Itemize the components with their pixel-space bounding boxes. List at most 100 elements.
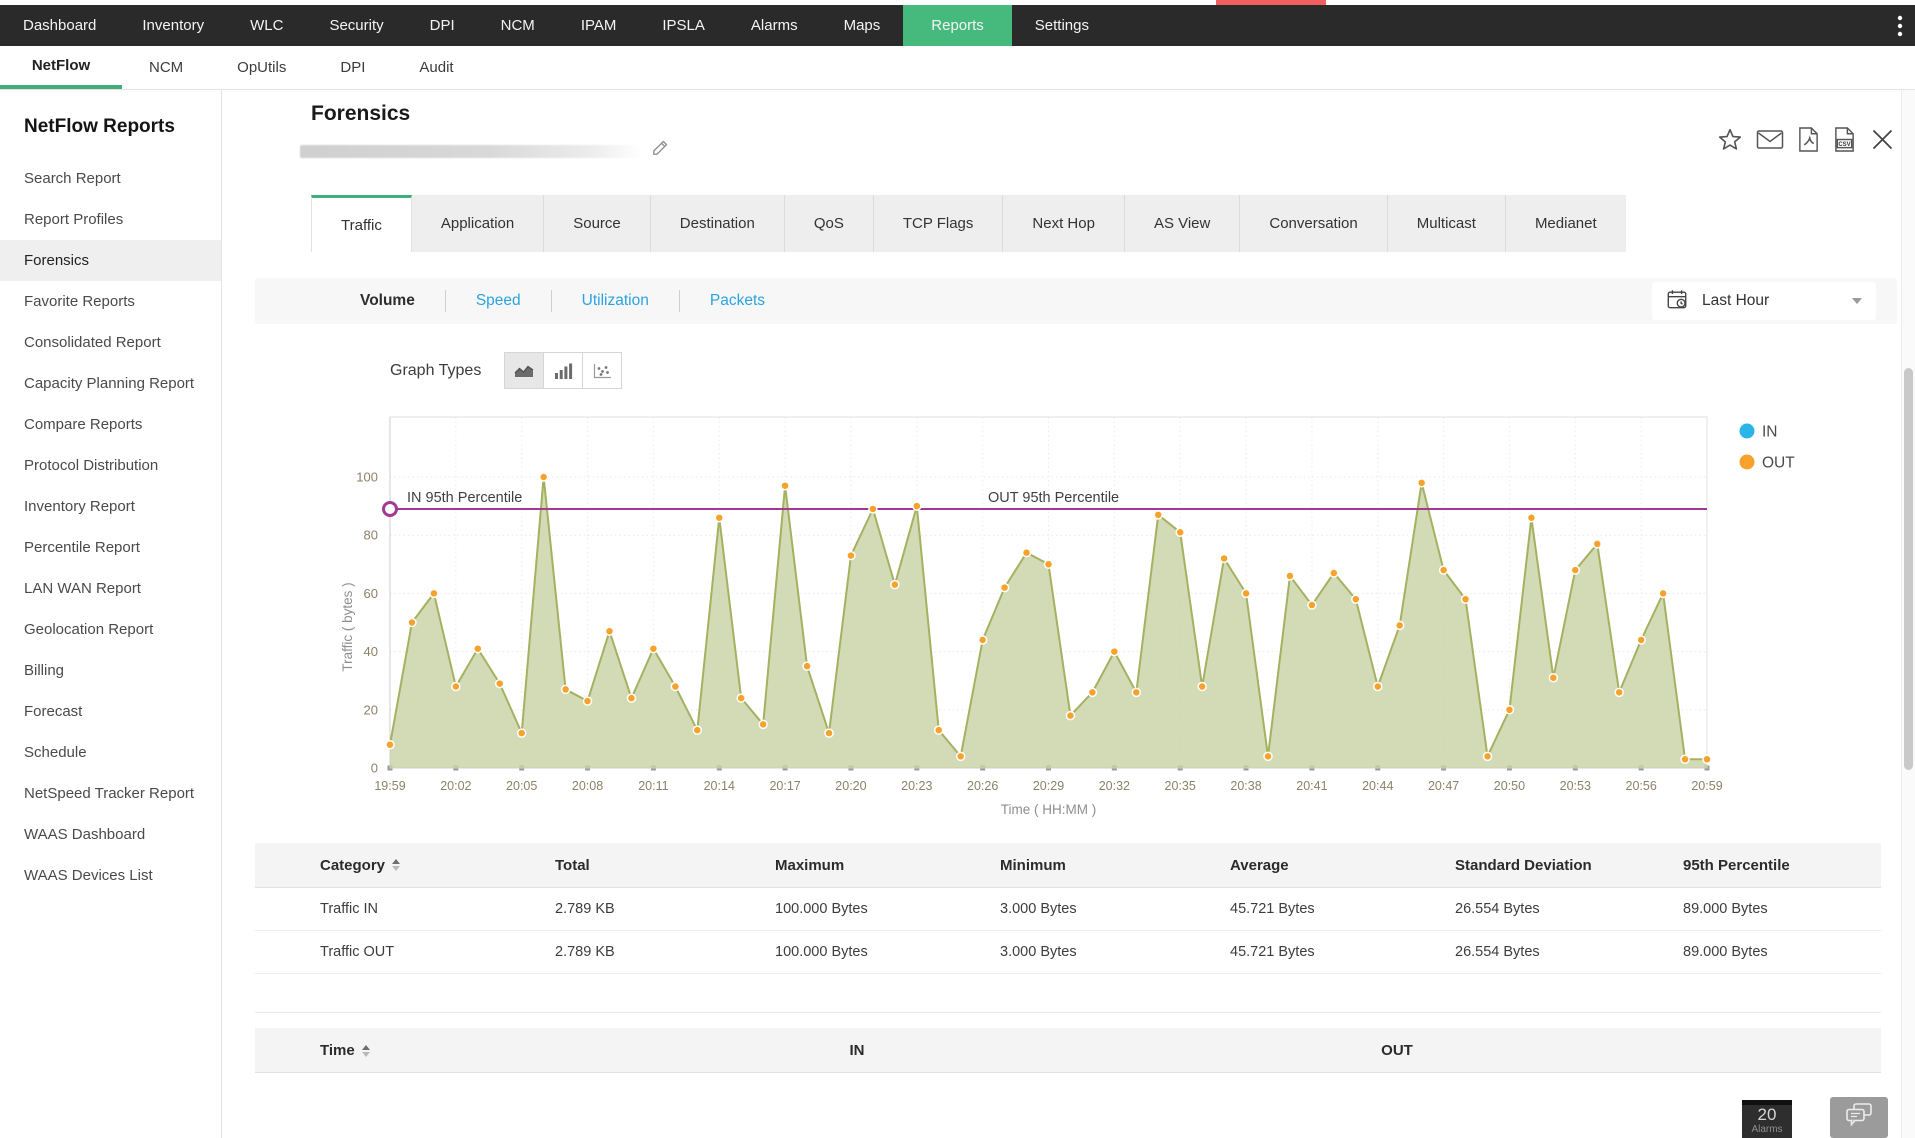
data-point[interactable]: [1438, 565, 1449, 575]
subnav-item-oputils[interactable]: OpUtils: [237, 59, 287, 76]
tab-next-hop[interactable]: Next Hop: [1003, 195, 1125, 252]
col-header-average[interactable]: Average: [1230, 856, 1289, 874]
data-point[interactable]: [473, 643, 483, 654]
sidebar-item-lan-wan-report[interactable]: LAN WAN Report: [24, 580, 141, 597]
bar-chart-icon[interactable]: [543, 352, 584, 389]
data-point[interactable]: [1175, 527, 1185, 538]
area-chart-icon[interactable]: [504, 352, 545, 389]
out-column-header[interactable]: OUT: [1381, 1042, 1413, 1059]
data-point[interactable]: [604, 626, 615, 636]
data-point[interactable]: [1658, 588, 1668, 599]
col-header-minimum[interactable]: Minimum: [1000, 856, 1066, 874]
data-point[interactable]: [516, 728, 527, 738]
data-point[interactable]: [385, 739, 395, 750]
data-point[interactable]: [1307, 600, 1317, 610]
tab-as-view[interactable]: AS View: [1124, 195, 1241, 252]
in-column-header[interactable]: IN: [849, 1042, 865, 1059]
sidebar-item-inventory-report[interactable]: Inventory Report: [24, 498, 135, 515]
tab-conversation[interactable]: Conversation: [1240, 195, 1388, 252]
tab-source[interactable]: Source: [544, 195, 651, 252]
data-point[interactable]: [1394, 620, 1405, 631]
data-point[interactable]: [758, 719, 768, 730]
data-point[interactable]: [1043, 559, 1054, 570]
data-point[interactable]: [999, 582, 1010, 593]
legend-label-in[interactable]: IN: [1762, 424, 1778, 441]
sidebar-item-waas-dashboard[interactable]: WAAS Dashboard: [24, 826, 146, 843]
data-point[interactable]: [1263, 751, 1273, 762]
col-header-total[interactable]: Total: [555, 856, 590, 874]
data-point[interactable]: [1636, 635, 1646, 645]
export-pdf-icon[interactable]: [1797, 126, 1820, 153]
sidebar-item-protocol-distribution[interactable]: Protocol Distribution: [24, 457, 159, 474]
data-point[interactable]: [714, 512, 724, 523]
tab-medianet[interactable]: Medianet: [1505, 195, 1626, 252]
sidebar-item-schedule[interactable]: Schedule: [24, 744, 87, 761]
data-point[interactable]: [934, 725, 944, 735]
data-point[interactable]: [1592, 539, 1602, 549]
sidebar-item-compare-reports[interactable]: Compare Reports: [24, 416, 143, 433]
data-point[interactable]: [1570, 565, 1581, 575]
time-range-dropdown[interactable]: Last Hour: [1652, 282, 1876, 320]
data-point[interactable]: [1065, 710, 1076, 721]
data-point[interactable]: [626, 693, 637, 703]
data-point[interactable]: [538, 472, 549, 482]
data-point[interactable]: [1482, 751, 1493, 762]
data-point[interactable]: [955, 751, 966, 762]
data-point[interactable]: [451, 681, 461, 692]
data-point[interactable]: [977, 635, 988, 645]
data-point[interactable]: [736, 693, 746, 703]
col-header-standard-deviation[interactable]: Standard Deviation: [1455, 856, 1592, 874]
alarms-badge[interactable]: 20 Alarms: [1742, 1100, 1792, 1138]
sidebar-item-waas-devices-list[interactable]: WAAS Devices List: [24, 867, 153, 884]
data-point[interactable]: [1087, 687, 1098, 698]
data-point[interactable]: [868, 504, 878, 514]
data-point[interactable]: [1526, 512, 1537, 523]
scatter-chart-icon[interactable]: [582, 352, 623, 389]
tab-application[interactable]: Application: [411, 195, 545, 252]
sidebar-item-search-report[interactable]: Search Report: [24, 170, 121, 187]
data-point[interactable]: [1197, 681, 1207, 692]
tab-qos[interactable]: QoS: [784, 195, 874, 252]
data-point[interactable]: [1153, 510, 1163, 520]
nav-item-reports[interactable]: Reports: [903, 5, 1012, 46]
subtab-volume[interactable]: Volume: [360, 292, 415, 309]
subtab-speed[interactable]: Speed: [475, 292, 521, 309]
nav-item-dashboard[interactable]: Dashboard: [23, 17, 97, 34]
close-icon[interactable]: [1869, 126, 1896, 153]
data-point[interactable]: [648, 643, 659, 654]
nav-item-alarms[interactable]: Alarms: [750, 17, 798, 34]
data-point[interactable]: [1416, 478, 1427, 488]
subtab-utilization[interactable]: Utilization: [581, 292, 649, 309]
email-icon[interactable]: [1756, 128, 1784, 151]
tab-destination[interactable]: Destination: [650, 195, 785, 252]
tab-tcp-flags[interactable]: TCP Flags: [873, 195, 1004, 252]
export-csv-icon[interactable]: CSV: [1833, 126, 1856, 153]
time-column-header[interactable]: Time: [320, 1028, 370, 1073]
chat-button[interactable]: [1830, 1097, 1888, 1138]
data-point[interactable]: [846, 550, 856, 561]
nav-item-wlc[interactable]: WLC: [250, 17, 284, 34]
table-row-traffic-in[interactable]: Traffic IN 2.789 KB 100.000 Bytes 3.000 Byt…: [255, 888, 1881, 931]
data-point[interactable]: [1021, 547, 1032, 558]
data-point[interactable]: [824, 728, 834, 738]
data-point[interactable]: [1351, 594, 1361, 604]
nav-item-dpi[interactable]: DPI: [429, 17, 455, 34]
favorite-star-icon[interactable]: [1717, 127, 1743, 153]
table-row-traffic-out[interactable]: Traffic OUT 2.789 KB 100.000 Bytes 3.000 By…: [255, 931, 1881, 974]
sidebar-item-consolidated-report[interactable]: Consolidated Report: [24, 334, 161, 351]
nav-item-inventory[interactable]: Inventory: [142, 17, 205, 34]
sidebar-item-geolocation-report[interactable]: Geolocation Report: [24, 621, 154, 638]
tab-multicast[interactable]: Multicast: [1387, 195, 1506, 252]
data-point[interactable]: [1548, 673, 1559, 683]
data-point[interactable]: [560, 684, 571, 695]
sidebar-item-capacity-planning-report[interactable]: Capacity Planning Report: [24, 375, 195, 392]
data-point[interactable]: [802, 661, 812, 671]
col-header-maximum[interactable]: Maximum: [775, 856, 845, 874]
data-point[interactable]: [1109, 646, 1120, 657]
data-point[interactable]: [692, 725, 703, 735]
data-point[interactable]: [912, 501, 922, 511]
sidebar-item-percentile-report[interactable]: Percentile Report: [24, 539, 140, 556]
data-point[interactable]: [1373, 681, 1383, 692]
legend-label-out[interactable]: OUT: [1762, 455, 1795, 472]
data-point[interactable]: [1285, 571, 1295, 581]
